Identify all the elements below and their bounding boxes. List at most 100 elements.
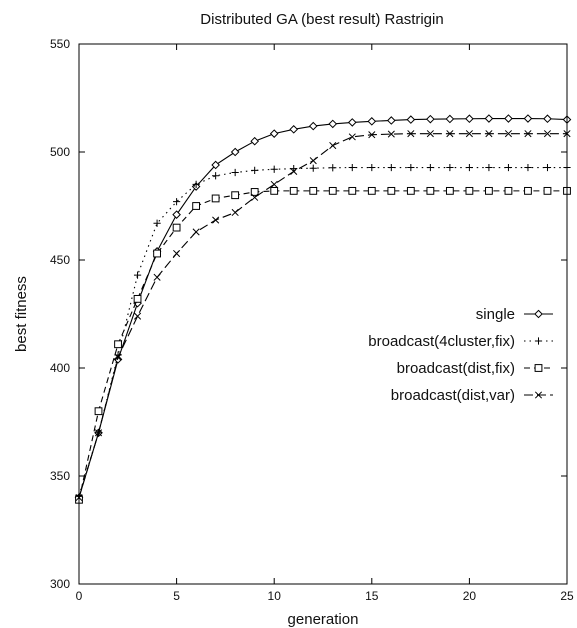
legend-label: broadcast(dist,fix)	[397, 360, 515, 377]
data-point	[329, 141, 337, 150]
data-point	[387, 163, 395, 172]
data-point	[485, 163, 493, 172]
data-point	[153, 273, 161, 281]
legend-marker	[534, 391, 543, 399]
data-point	[309, 164, 317, 172]
data-point	[212, 216, 220, 224]
data-point	[348, 133, 356, 141]
chart-title: Distributed GA (best result) Rastrigin	[200, 11, 443, 28]
data-point	[192, 228, 200, 236]
legend-marker	[534, 309, 543, 319]
y-tick-label: 350	[50, 469, 70, 483]
data-point	[269, 129, 279, 138]
data-point	[347, 118, 357, 127]
series-layer	[74, 114, 572, 504]
data-point	[270, 180, 278, 188]
data-point	[270, 165, 278, 173]
data-point	[465, 186, 474, 195]
data-point	[289, 186, 298, 195]
series-4	[75, 130, 571, 502]
data-point	[211, 160, 220, 170]
data-point	[368, 163, 376, 172]
x-tick-label: 15	[365, 589, 379, 603]
legend: single broadcast(4cluster,fix) broadcast(d…	[368, 306, 553, 404]
x-tick-label: 10	[268, 589, 282, 603]
data-point	[504, 163, 513, 172]
data-point	[543, 114, 552, 124]
data-point	[504, 186, 513, 195]
data-point	[309, 186, 318, 195]
legend-item: single	[476, 306, 553, 323]
data-point	[250, 136, 259, 146]
data-point	[230, 147, 240, 157]
data-point	[133, 294, 142, 303]
data-point	[426, 186, 435, 195]
data-point	[94, 407, 103, 416]
data-point	[426, 130, 434, 138]
y-tick-label: 450	[50, 253, 70, 267]
x-tick-label: 25	[560, 589, 574, 603]
data-point	[348, 186, 357, 195]
data-point	[446, 163, 454, 172]
data-point	[524, 186, 532, 195]
data-point	[114, 353, 122, 361]
data-point	[387, 116, 396, 125]
x-tick-label: 0	[76, 589, 83, 603]
data-point	[173, 198, 181, 206]
data-point	[153, 249, 161, 258]
data-point	[465, 163, 473, 172]
data-point	[172, 210, 181, 219]
data-point	[485, 130, 493, 138]
data-point	[407, 163, 415, 172]
y-axis-title: best fitness	[13, 276, 30, 352]
data-point	[250, 188, 259, 196]
data-point	[524, 130, 532, 138]
data-point	[211, 194, 220, 203]
data-point	[504, 130, 512, 138]
data-point	[328, 119, 338, 129]
data-point	[329, 164, 337, 172]
data-point	[348, 163, 356, 172]
series-line	[78, 167, 567, 496]
data-point	[524, 163, 532, 172]
data-point	[367, 117, 377, 126]
data-point	[446, 130, 454, 138]
series-line	[78, 133, 567, 498]
data-point	[406, 115, 416, 124]
data-point	[485, 186, 493, 195]
data-point	[114, 340, 122, 349]
y-tick-label: 400	[50, 361, 70, 375]
data-point	[426, 163, 434, 172]
data-point	[309, 157, 317, 165]
data-point	[465, 130, 473, 138]
data-point	[406, 186, 415, 195]
legend-label: broadcast(4cluster,fix)	[368, 333, 515, 350]
data-point	[543, 130, 552, 138]
data-point	[172, 223, 181, 232]
data-point	[523, 114, 533, 123]
axis-layer: 0 5 10 15 20 25 300 350 400 450 500 550	[50, 37, 574, 603]
data-point	[290, 167, 298, 175]
data-point	[251, 193, 259, 201]
legend-label: single	[476, 306, 515, 323]
data-point	[368, 131, 376, 139]
data-point	[212, 172, 220, 180]
data-point	[231, 168, 239, 177]
data-point	[251, 166, 259, 174]
data-point	[387, 186, 396, 195]
data-point	[231, 208, 239, 217]
data-point	[134, 312, 142, 320]
x-tick-label: 20	[463, 589, 477, 603]
legend-item: broadcast(4cluster,fix)	[368, 333, 553, 350]
data-point	[192, 180, 200, 188]
data-point	[367, 186, 376, 195]
plot-frame	[78, 43, 568, 585]
data-point	[426, 114, 435, 124]
data-point	[445, 114, 455, 124]
data-point	[407, 130, 415, 138]
x-axis-title: generation	[288, 611, 359, 628]
data-point	[543, 163, 552, 172]
data-point	[289, 125, 299, 134]
